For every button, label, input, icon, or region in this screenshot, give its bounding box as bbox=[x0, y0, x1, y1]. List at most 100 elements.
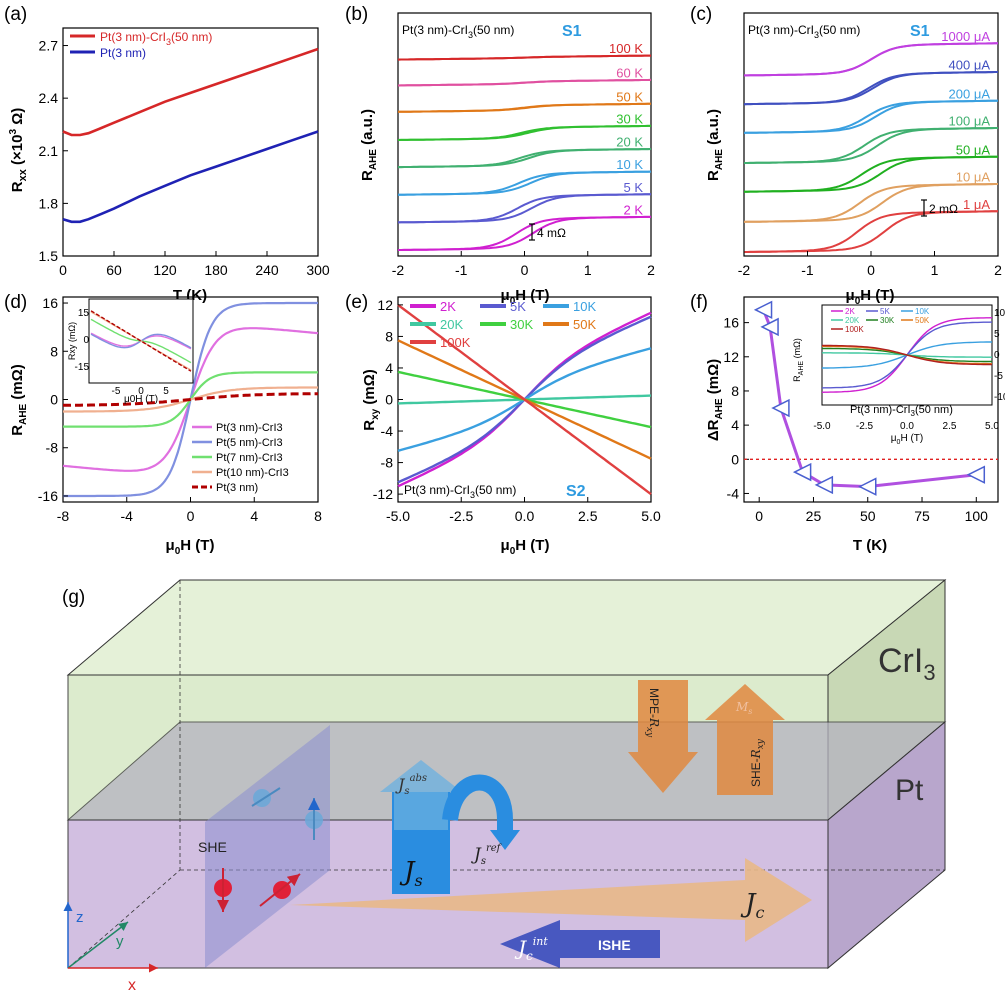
panel-b-curve-down bbox=[397, 124, 651, 141]
panel-e-legend-label: 30K bbox=[510, 317, 533, 332]
js-abs-arrow bbox=[380, 760, 462, 830]
panel-c-ylabel: RAHE (a.u.) bbox=[705, 109, 725, 181]
panel-d-ylabel: RAHE (mΩ) bbox=[9, 364, 29, 436]
panel-e-ytick-label: 0 bbox=[385, 392, 393, 408]
panel-d-inset-xtick-0: 0 bbox=[138, 386, 144, 397]
panel-e-sample-tag: S2 bbox=[566, 483, 586, 500]
panel-b-scale-bar: 4 mΩ bbox=[529, 223, 566, 241]
js-ref-arrow-head bbox=[490, 830, 520, 850]
panel-d-inset-xtick-m5: -5 bbox=[112, 386, 121, 397]
panel-f-inset-xtick-label: -5.0 bbox=[813, 421, 831, 432]
panel-c-xtick-label: -1 bbox=[801, 262, 814, 278]
panel-d-xtick-label: 8 bbox=[314, 508, 322, 524]
panel-a-ytick-label: 2.7 bbox=[39, 38, 59, 54]
panel-e-legend-label: 5K bbox=[510, 299, 526, 314]
panel-e-xtick-label: -5.0 bbox=[386, 508, 410, 524]
panel-c-frame bbox=[743, 12, 999, 257]
panel-f-inset-lines bbox=[821, 317, 993, 393]
panel-f-point bbox=[858, 477, 877, 496]
panel-e-series-6 bbox=[397, 303, 652, 496]
axis-y-arrow bbox=[67, 921, 129, 969]
panel-e-ticks: -5.0 -2.5 0.0 2.5 5.0 12 8 4 0 -4 -8 -12 bbox=[373, 297, 661, 524]
panel-f-xtick-label: 100 bbox=[965, 508, 989, 524]
panel-c-ticks: -2 -1 0 1 2 bbox=[738, 251, 1002, 278]
panel-d-legend-label: Pt(5 nm)-CrI3 bbox=[216, 437, 283, 449]
panel-c-curve-down bbox=[744, 210, 998, 253]
panel-d-ytick-label: -16 bbox=[38, 488, 58, 504]
panel-e-ytick-label: 12 bbox=[377, 297, 393, 313]
panel-f-ytick-label: 12 bbox=[723, 349, 739, 365]
panel-e: (e) -5.0 -2.5 0.0 2.5 5.0 12 8 4 0 -4 -8 -12 2K 5K 10… bbox=[345, 292, 661, 557]
panel-f-inset-ytick-label: 10 bbox=[994, 308, 1005, 319]
ms-label: Ms bbox=[735, 700, 752, 716]
panel-b-curve-up bbox=[398, 148, 652, 169]
panel-e-legend-label: 20K bbox=[440, 317, 463, 332]
panel-a-frame bbox=[62, 27, 319, 257]
panel-e-xtick-label: 5.0 bbox=[641, 508, 661, 524]
panel-a-xtick-label: 0 bbox=[59, 262, 67, 278]
panel-d-xlabel: μ0H (T) bbox=[166, 537, 215, 557]
panel-b-curve-down bbox=[398, 102, 651, 113]
panel-a-xtick-label: 120 bbox=[153, 262, 177, 278]
panel-f-xtick-label: 25 bbox=[806, 508, 822, 524]
she-rxy-arrow bbox=[705, 684, 785, 795]
axis-y-label: y bbox=[116, 933, 124, 950]
panel-f-inset-xtick-label: 0.0 bbox=[900, 421, 914, 432]
panel-d-inset-lines bbox=[90, 310, 192, 372]
axis-z-label: z bbox=[76, 909, 84, 926]
panel-c-scale-bar: 2 mΩ bbox=[921, 199, 958, 217]
panel-d-ticks: -8 -4 0 4 8 16 8 0 -8 -16 bbox=[38, 295, 322, 524]
panel-a-legend: Pt(3 nm)-CrI3(50 nm) Pt(3 nm) bbox=[70, 30, 212, 60]
panel-a-ytick-label: 1.5 bbox=[39, 248, 59, 264]
panel-e-ytick-label: 4 bbox=[385, 360, 393, 376]
panel-b-series-label: 20 K bbox=[616, 135, 643, 150]
panel-d-legend-label: Pt(3 nm) bbox=[216, 482, 258, 494]
panel-f-inset: 2K 5K 10K 20K 30K 50K 100K -5.0 -2.5 0.0 2.5 5.0 10… bbox=[792, 304, 1005, 446]
panel-d-xtick-label: -4 bbox=[121, 508, 134, 524]
panel-f-xtick-label: 0 bbox=[755, 508, 763, 524]
panel-c-curve-down bbox=[744, 155, 998, 193]
panel-a-series-0 bbox=[62, 47, 319, 137]
panel-c-series-label: 1000 μA bbox=[941, 29, 990, 44]
panel-f-inset-ytick-label: 0 bbox=[994, 350, 1000, 361]
panel-f-inset-legend-label: 30K bbox=[880, 316, 895, 325]
panel-g-label: (g) bbox=[62, 587, 85, 608]
panel-f-inset-xlabel: μ0H (T) bbox=[891, 433, 923, 446]
panel-c: (c) Pt(3 nm)-CrI3(50 nm) S1 1000 μA 400 μ… bbox=[690, 4, 1002, 307]
panel-c-series-label: 200 μA bbox=[949, 86, 991, 101]
panel-f-ytick-label: 0 bbox=[731, 451, 739, 467]
panel-e-legend-label: 50K bbox=[573, 317, 596, 332]
panel-f-inset-legend-label: 5K bbox=[880, 307, 890, 316]
panel-e-legend-label: 2K bbox=[440, 299, 456, 314]
panel-f-inset-ylabel: RAHE (mΩ) bbox=[792, 338, 805, 382]
panel-d-inset-ytick-15: 15 bbox=[78, 308, 90, 319]
panel-c-curve-up bbox=[743, 183, 998, 223]
panel-f-inset-legend-label: 100K bbox=[845, 325, 864, 334]
panel-f-ytick-label: 4 bbox=[731, 417, 739, 433]
panel-f-inset-legend-label: 2K bbox=[845, 307, 855, 316]
she-plane bbox=[205, 725, 330, 968]
panel-a-xtick-label: 240 bbox=[255, 262, 279, 278]
panel-b-series-label: 5 K bbox=[623, 180, 643, 195]
panel-f-inset-xtick-label: 5.0 bbox=[985, 421, 999, 432]
panel-f-point bbox=[753, 300, 773, 320]
panel-f-point bbox=[771, 398, 790, 418]
panel-f-point bbox=[814, 475, 834, 495]
panel-f-inset-xtick-label: 2.5 bbox=[943, 421, 957, 432]
panel-b-ylabel: RAHE (a.u.) bbox=[359, 109, 379, 181]
panel-e-ytick-label: -4 bbox=[381, 423, 394, 439]
mpe-label: MPE-Rxy bbox=[644, 688, 661, 738]
panel-d-legend-label: Pt(3 nm)-CrI3 bbox=[216, 422, 283, 434]
panel-d-ytick-label: 8 bbox=[50, 343, 58, 359]
panel-d-xtick-label: 4 bbox=[250, 508, 258, 524]
legend-label-pt: Pt(3 nm) bbox=[100, 46, 146, 60]
panel-c-curve-down bbox=[743, 99, 998, 134]
hidden-edge-diagonal bbox=[67, 869, 181, 969]
panel-f-inset-ticks: -5.0 -2.5 0.0 2.5 5.0 10 5 0 -5 -10 bbox=[813, 308, 1005, 432]
panel-c-curve-down bbox=[744, 127, 998, 164]
panel-c-xtick-label: 0 bbox=[867, 262, 875, 278]
panel-d-inset-series-4 bbox=[90, 310, 192, 372]
panel-b-curve-down bbox=[397, 193, 652, 224]
